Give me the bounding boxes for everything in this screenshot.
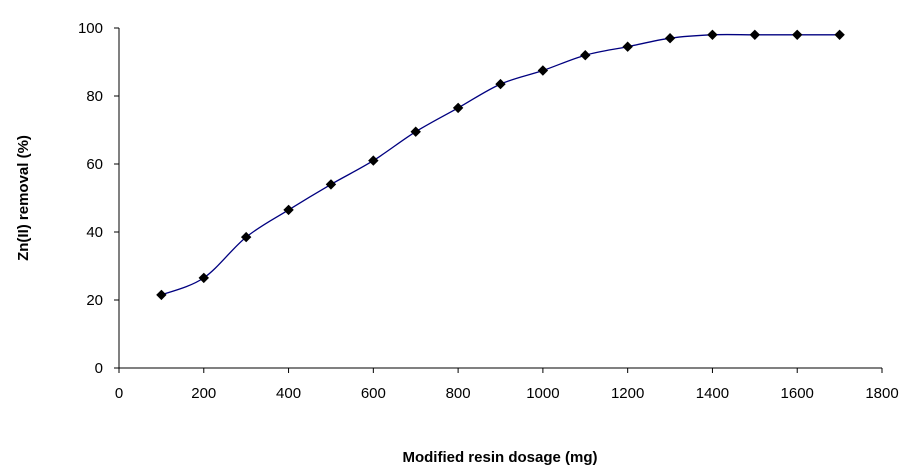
- data-point-marker: [325, 179, 337, 190]
- data-point-marker: [707, 29, 718, 41]
- y-tick-label: 40: [86, 224, 103, 241]
- y-tick-label: 60: [86, 156, 103, 173]
- x-tick-label: 600: [361, 385, 386, 402]
- y-axis-title: Zn(II) removal (%): [15, 135, 32, 261]
- data-point-marker: [664, 32, 676, 44]
- data-point-marker: [452, 102, 464, 114]
- x-tick-label: 1400: [696, 385, 729, 402]
- x-tick-label: 1600: [781, 385, 814, 402]
- y-tick-label: 80: [86, 88, 103, 105]
- data-point-marker: [495, 78, 506, 90]
- data-point-marker: [749, 29, 761, 41]
- data-point-marker: [537, 65, 549, 76]
- y-ticks: 0 20 40 60 80 100: [78, 20, 119, 377]
- x-tick-label: 200: [191, 385, 216, 402]
- data-point-marker: [834, 29, 845, 41]
- data-point-marker: [240, 231, 252, 243]
- data-point-marker: [156, 289, 167, 301]
- x-axis-title: Modified resin dosage (mg): [402, 449, 597, 466]
- data-point-marker: [198, 272, 209, 284]
- x-tick-label: 1000: [526, 385, 559, 402]
- x-ticks: 0 200 400 600 800 1000 1200 1400 1600 1800: [115, 368, 899, 402]
- series-markers: [156, 29, 845, 301]
- data-point-marker: [792, 29, 803, 41]
- x-tick-label: 400: [276, 385, 301, 402]
- x-tick-label: 800: [446, 385, 471, 402]
- y-tick-label: 20: [86, 292, 103, 309]
- y-tick-label: 100: [78, 20, 103, 37]
- y-tick-label: 0: [95, 360, 103, 377]
- data-point-marker: [410, 126, 421, 137]
- data-point-marker: [368, 155, 379, 166]
- data-point-marker: [283, 204, 294, 216]
- data-point-marker: [622, 41, 633, 52]
- x-tick-label: 1800: [865, 385, 898, 402]
- x-tick-label: 1200: [611, 385, 644, 402]
- x-tick-label: 0: [115, 385, 123, 402]
- data-point-marker: [580, 49, 591, 61]
- series-line: [161, 33, 840, 296]
